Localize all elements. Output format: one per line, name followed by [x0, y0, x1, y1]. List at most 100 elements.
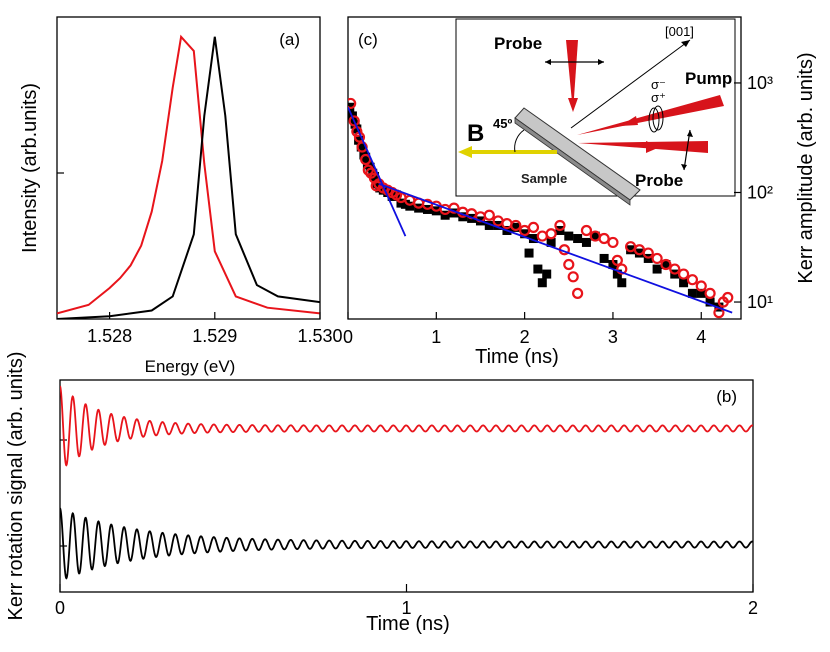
kerr-oscillation-line — [60, 385, 753, 467]
axis-001-label: [001] — [665, 24, 694, 39]
b-field-label: B — [467, 120, 484, 147]
axis-001-line — [570, 39, 691, 129]
data-point-square — [679, 278, 689, 288]
panel-b-ylabel: Kerr rotation signal (arb. units) — [5, 351, 27, 620]
panel-c-ylabel: Kerr amplitude (arb. units) — [795, 52, 817, 283]
data-point-circle — [567, 271, 579, 283]
data-point-circle — [545, 228, 557, 240]
data-point-square — [626, 245, 636, 255]
data-point-circle — [483, 209, 495, 221]
data-point-circle — [448, 202, 460, 214]
data-point-square — [687, 288, 697, 298]
panel-a-xlabel: Energy (eV) — [145, 357, 236, 376]
panel-c-xtick-label: 0 — [343, 327, 353, 347]
data-point-square — [528, 234, 538, 244]
pump-beam — [577, 95, 724, 135]
pump-label: Pump — [685, 69, 732, 88]
sigma-minus-label: σ⁻ — [651, 77, 666, 92]
data-point-square — [356, 142, 366, 152]
panel-b-xtick-label: 2 — [748, 598, 758, 618]
panel-a-ylabel: Intensity (arb.units) — [19, 83, 41, 253]
data-point-circle — [611, 254, 623, 266]
angle-arc — [514, 129, 525, 153]
data-point-square — [581, 237, 591, 247]
panel-c-ytick-label: 10³ — [747, 73, 773, 93]
panel-c-xlabel: Time (ns) — [475, 346, 559, 368]
data-point-square — [354, 135, 364, 145]
data-point-circle — [510, 219, 522, 232]
panel-c-xtick-label: 1 — [431, 327, 441, 347]
panel-a: (a) Energy (eV) Intensity (arb.units) — [19, 16, 321, 376]
probe-bottom-label: Probe — [635, 171, 683, 190]
fit-line — [348, 106, 407, 237]
data-point-circle — [536, 230, 548, 242]
data-point-square — [484, 220, 494, 230]
angle-label: 45º — [493, 116, 512, 131]
spectrum-line — [57, 34, 320, 315]
data-point-square — [511, 222, 521, 232]
panel-c-frame — [347, 16, 742, 320]
data-point-square — [634, 248, 644, 258]
probe-top-label: Probe — [494, 34, 542, 53]
data-point-circle — [554, 219, 566, 232]
data-point-circle — [563, 258, 575, 271]
data-point-circle — [616, 263, 628, 275]
setup-inset: [001] Sample B 45º Probe Pump σ⁻ σ⁺ Prob… — [455, 18, 736, 206]
data-point-circle — [660, 258, 672, 271]
data-point-circle — [580, 224, 593, 237]
probe-bottom-beam — [578, 141, 708, 153]
pump-polarization-ring — [648, 107, 660, 133]
data-point-circle — [572, 287, 584, 299]
panel-a-label: (a) — [279, 30, 300, 49]
data-point-circle — [360, 153, 372, 166]
data-point-square — [533, 264, 543, 274]
panel-b: (b) Time (ns) Kerr rotation signal (arb.… — [5, 351, 754, 635]
data-point-circle — [704, 287, 716, 299]
spectrum-line — [57, 36, 320, 319]
data-point-square — [652, 264, 662, 274]
data-point-square — [705, 297, 715, 307]
kerr-oscillation-line — [60, 507, 753, 580]
probe-bottom-arrowhead — [646, 141, 660, 153]
data-point-square — [617, 278, 627, 288]
data-point-square — [524, 248, 534, 258]
probe-top-arrowhead — [568, 98, 578, 112]
probe-bottom-polarization-heads — [681, 130, 693, 170]
axis-001-arrowhead — [681, 40, 690, 47]
data-point-square — [542, 269, 552, 279]
panel-b-frame — [59, 379, 754, 593]
panel-c-label: (c) — [358, 30, 378, 49]
data-point-square — [537, 278, 547, 288]
b-field-arrowhead — [458, 146, 472, 158]
data-point-circle — [669, 263, 681, 275]
panel-c-xtick-label: 2 — [520, 327, 530, 347]
panel-b-xtick-label: 1 — [401, 598, 411, 618]
data-point-square — [546, 237, 556, 247]
data-point-circle — [677, 268, 690, 280]
panel-a-frame — [56, 16, 321, 320]
data-point-square — [520, 229, 530, 239]
data-point-square — [612, 269, 622, 279]
probe-top-polarization-heads — [545, 59, 604, 65]
data-point-square — [696, 288, 706, 298]
panel-a-xtick-label: 1.530 — [297, 326, 342, 346]
data-point-square — [440, 210, 450, 220]
data-point-circle — [695, 280, 707, 292]
panel-a-xtick-label: 1.529 — [192, 326, 237, 346]
panel-c: (c) Time (ns) Kerr amplitude (arb. units… — [347, 16, 817, 368]
panel-b-label: (b) — [716, 387, 737, 406]
panel-c-xtick-label: 3 — [608, 327, 618, 347]
data-point-square — [564, 231, 574, 241]
data-point-square — [405, 201, 415, 211]
data-point-square — [573, 234, 583, 244]
sample-label: Sample — [521, 171, 567, 186]
data-point-square — [361, 152, 371, 162]
pump-arrowhead — [620, 116, 638, 126]
panel-b-xlabel: Time (ns) — [366, 613, 450, 635]
sample-slab-edge — [514, 117, 631, 206]
data-point-square — [608, 260, 618, 270]
data-point-circle — [527, 221, 540, 234]
sigma-plus-label: σ⁺ — [651, 90, 666, 105]
